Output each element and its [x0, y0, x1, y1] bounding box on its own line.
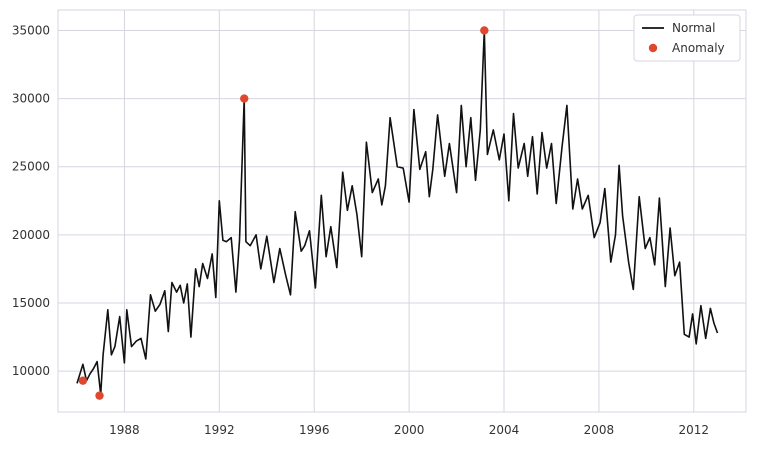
y-tick-labels: 10000 15000 20000 25000 30000 35000	[12, 23, 50, 378]
legend-box	[633, 14, 741, 62]
x-tick-label: 2012	[679, 423, 710, 437]
legend-label: Normal	[672, 21, 715, 35]
anomaly-point	[78, 376, 88, 385]
normal-series-line	[76, 29, 719, 396]
y-tick-label: 35000	[12, 23, 50, 37]
x-tick-label: 1988	[109, 423, 140, 437]
x-tick-labels: 1988 1992 1996 2000 2004 2008 2012	[109, 423, 709, 437]
y-tick-label: 10000	[12, 364, 50, 378]
y-tick-label: 25000	[12, 160, 50, 174]
legend-label: Anomaly	[672, 41, 725, 55]
series-lines	[76, 29, 719, 396]
y-tick-label: 15000	[12, 296, 50, 310]
x-tick-label: 2000	[394, 423, 425, 437]
x-gridlines	[123, 10, 695, 412]
legend-dot-swatch	[648, 43, 658, 53]
y-gridlines	[58, 29, 746, 372]
legend: Normal Anomaly	[633, 14, 741, 62]
x-tick-label: 2004	[489, 423, 520, 437]
anomaly-point	[95, 391, 104, 400]
y-tick-label: 20000	[12, 228, 50, 242]
anomaly-point	[240, 94, 249, 103]
x-tick-label: 1992	[204, 423, 235, 437]
anomaly-point	[480, 26, 489, 35]
x-tick-label: 2008	[584, 423, 615, 437]
x-tick-label: 1996	[299, 423, 330, 437]
y-tick-label: 30000	[12, 92, 50, 106]
plot-area	[57, 9, 747, 413]
anomaly-points	[78, 26, 489, 400]
